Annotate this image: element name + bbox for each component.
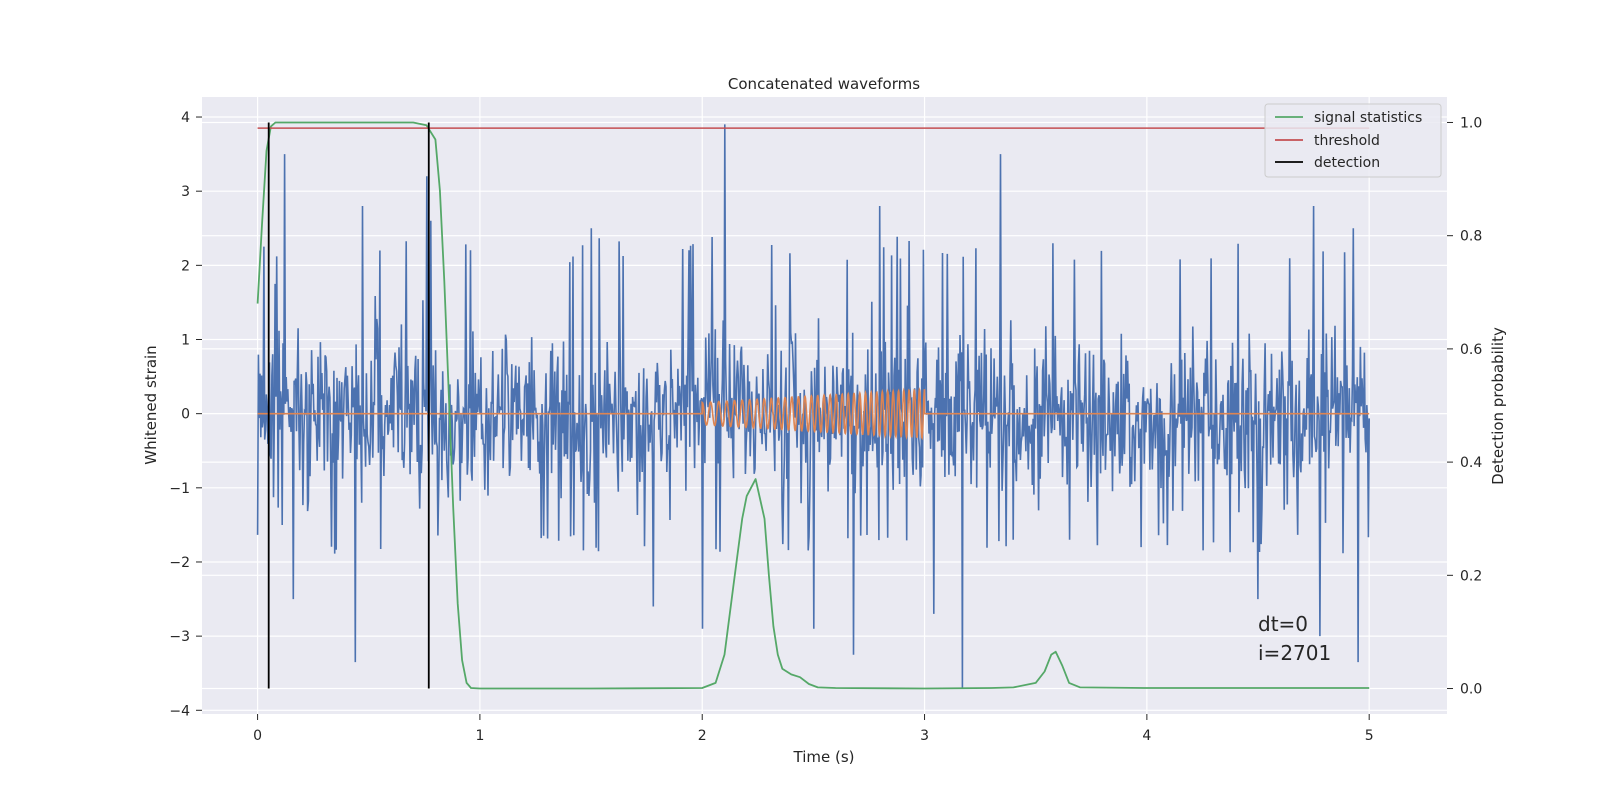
y-tick-label-right: 0.2 xyxy=(1460,568,1482,584)
x-tick-label: 2 xyxy=(698,728,707,744)
legend-box xyxy=(1264,103,1442,178)
y-tick-label-right: 0.8 xyxy=(1460,229,1482,245)
y-tick-label-left: −1 xyxy=(169,481,190,497)
legend-label-detection: detection xyxy=(1314,155,1380,171)
right-axis-ticks: 1.0 0.8 0.6 0.4 0.2 0.0 xyxy=(1447,115,1482,698)
y-axis-label-right: Detection probability xyxy=(1489,327,1507,485)
y-tick-label-right: 1.0 xyxy=(1460,115,1482,131)
x-tick-label: 1 xyxy=(475,728,484,744)
y-tick-label-left: 4 xyxy=(181,110,190,126)
x-axis-label: Time (s) xyxy=(793,748,855,766)
y-tick-label-left: −2 xyxy=(169,555,190,571)
x-axis-ticks: 0 1 2 3 4 5 xyxy=(253,714,1374,744)
injected-waveform-line xyxy=(257,387,1370,441)
y-tick-label-right: 0.6 xyxy=(1460,342,1482,358)
annotation-index: i=2701 xyxy=(1258,641,1331,665)
x-tick-label: 0 xyxy=(253,728,262,744)
left-axis-ticks: 4 3 2 1 0 −1 −2 −3 −4 xyxy=(169,110,202,719)
strain-noise-line xyxy=(256,124,1370,689)
y-tick-label-right: 0.0 xyxy=(1460,682,1482,698)
y-tick-label-left: 1 xyxy=(181,332,190,348)
y-tick-label-left: −3 xyxy=(169,629,190,645)
chart-title: Concatenated waveforms xyxy=(728,75,920,93)
x-tick-label: 4 xyxy=(1142,728,1151,744)
x-tick-label: 5 xyxy=(1365,728,1374,744)
plot-area xyxy=(256,121,1370,690)
legend-label-signal-statistics: signal statistics xyxy=(1314,110,1422,126)
series-layer xyxy=(256,121,1370,690)
y-axis-label-left: Whitened strain xyxy=(142,345,160,464)
y-tick-label-left: 0 xyxy=(181,407,190,423)
y-tick-label-left: 3 xyxy=(181,184,190,200)
x-tick-label: 3 xyxy=(920,728,929,744)
y-tick-label-left: −4 xyxy=(169,703,190,719)
y-tick-label-left: 2 xyxy=(181,258,190,274)
y-tick-label-right: 0.4 xyxy=(1460,455,1482,471)
legend: signal statistics threshold detection xyxy=(1264,103,1442,178)
annotation-dt: dt=0 xyxy=(1258,612,1308,636)
legend-label-threshold: threshold xyxy=(1314,133,1380,149)
